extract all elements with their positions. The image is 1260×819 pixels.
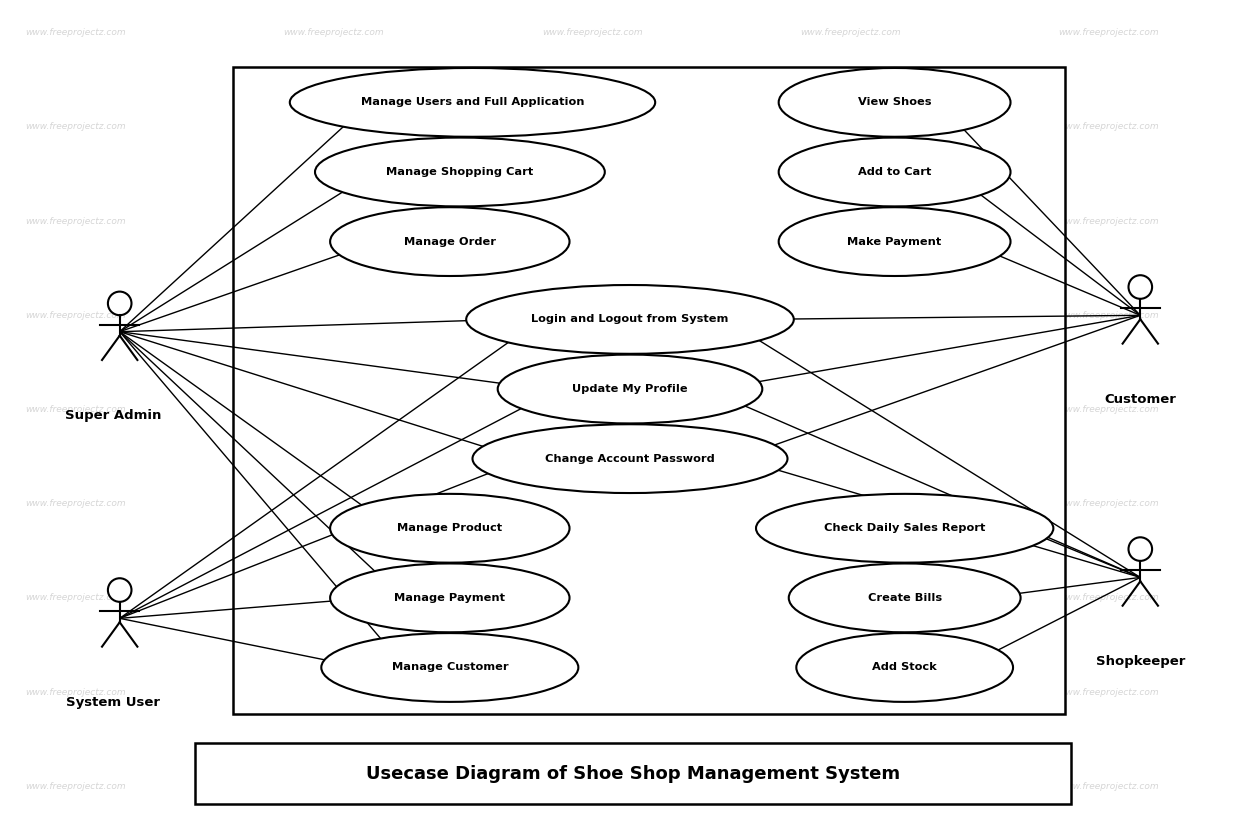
Text: www.freeprojectz.com: www.freeprojectz.com: [542, 594, 643, 602]
Ellipse shape: [330, 563, 570, 632]
Ellipse shape: [796, 633, 1013, 702]
Text: www.freeprojectz.com: www.freeprojectz.com: [284, 217, 384, 225]
Bar: [233, 67, 1065, 714]
Text: www.freeprojectz.com: www.freeprojectz.com: [542, 500, 643, 508]
Bar: [195, 743, 1071, 804]
Text: www.freeprojectz.com: www.freeprojectz.com: [25, 311, 126, 319]
Text: www.freeprojectz.com: www.freeprojectz.com: [284, 311, 384, 319]
Text: www.freeprojectz.com: www.freeprojectz.com: [542, 688, 643, 696]
Ellipse shape: [1129, 537, 1152, 561]
Text: Super Admin: Super Admin: [66, 410, 161, 423]
Text: Add to Cart: Add to Cart: [858, 167, 931, 177]
Ellipse shape: [330, 207, 570, 276]
Text: www.freeprojectz.com: www.freeprojectz.com: [25, 123, 126, 131]
Text: Usecase Diagram of Shoe Shop Management System: Usecase Diagram of Shoe Shop Management …: [367, 765, 900, 782]
Text: www.freeprojectz.com: www.freeprojectz.com: [800, 311, 901, 319]
Text: www.freeprojectz.com: www.freeprojectz.com: [542, 405, 643, 414]
Ellipse shape: [498, 355, 762, 423]
Text: Check Daily Sales Report: Check Daily Sales Report: [824, 523, 985, 533]
Text: Create Bills: Create Bills: [868, 593, 941, 603]
Text: www.freeprojectz.com: www.freeprojectz.com: [25, 688, 126, 696]
Text: www.freeprojectz.com: www.freeprojectz.com: [25, 500, 126, 508]
Ellipse shape: [466, 285, 794, 354]
Text: Login and Logout from System: Login and Logout from System: [532, 314, 728, 324]
Text: www.freeprojectz.com: www.freeprojectz.com: [542, 782, 643, 790]
Ellipse shape: [330, 494, 570, 563]
Text: System User: System User: [67, 696, 160, 709]
Ellipse shape: [789, 563, 1021, 632]
Text: www.freeprojectz.com: www.freeprojectz.com: [284, 123, 384, 131]
Ellipse shape: [108, 292, 131, 315]
Text: www.freeprojectz.com: www.freeprojectz.com: [1058, 29, 1159, 37]
Text: www.freeprojectz.com: www.freeprojectz.com: [284, 782, 384, 790]
Text: www.freeprojectz.com: www.freeprojectz.com: [800, 405, 901, 414]
Text: www.freeprojectz.com: www.freeprojectz.com: [284, 594, 384, 602]
Text: www.freeprojectz.com: www.freeprojectz.com: [542, 123, 643, 131]
Text: www.freeprojectz.com: www.freeprojectz.com: [800, 594, 901, 602]
Text: Manage Product: Manage Product: [397, 523, 503, 533]
Ellipse shape: [779, 207, 1011, 276]
Text: www.freeprojectz.com: www.freeprojectz.com: [25, 405, 126, 414]
Text: www.freeprojectz.com: www.freeprojectz.com: [1058, 311, 1159, 319]
Text: www.freeprojectz.com: www.freeprojectz.com: [542, 311, 643, 319]
Text: Manage Shopping Cart: Manage Shopping Cart: [387, 167, 533, 177]
Text: www.freeprojectz.com: www.freeprojectz.com: [25, 782, 126, 790]
Text: www.freeprojectz.com: www.freeprojectz.com: [1058, 688, 1159, 696]
Text: www.freeprojectz.com: www.freeprojectz.com: [284, 688, 384, 696]
Ellipse shape: [108, 578, 131, 602]
Ellipse shape: [779, 138, 1011, 206]
Text: www.freeprojectz.com: www.freeprojectz.com: [1058, 123, 1159, 131]
Text: www.freeprojectz.com: www.freeprojectz.com: [284, 500, 384, 508]
Text: www.freeprojectz.com: www.freeprojectz.com: [800, 782, 901, 790]
Text: www.freeprojectz.com: www.freeprojectz.com: [800, 688, 901, 696]
Ellipse shape: [756, 494, 1053, 563]
Text: View Shoes: View Shoes: [858, 97, 931, 107]
Text: www.freeprojectz.com: www.freeprojectz.com: [25, 29, 126, 37]
Text: www.freeprojectz.com: www.freeprojectz.com: [800, 217, 901, 225]
Text: Manage Users and Full Application: Manage Users and Full Application: [360, 97, 585, 107]
Text: www.freeprojectz.com: www.freeprojectz.com: [1058, 782, 1159, 790]
Text: Customer: Customer: [1104, 393, 1177, 406]
Text: www.freeprojectz.com: www.freeprojectz.com: [1058, 594, 1159, 602]
Ellipse shape: [779, 68, 1011, 137]
Ellipse shape: [290, 68, 655, 137]
Text: www.freeprojectz.com: www.freeprojectz.com: [284, 405, 384, 414]
Text: Update My Profile: Update My Profile: [572, 384, 688, 394]
Text: www.freeprojectz.com: www.freeprojectz.com: [800, 123, 901, 131]
Text: Shopkeeper: Shopkeeper: [1096, 655, 1184, 668]
Text: www.freeprojectz.com: www.freeprojectz.com: [25, 594, 126, 602]
Ellipse shape: [1129, 275, 1152, 299]
Text: Manage Payment: Manage Payment: [394, 593, 505, 603]
Text: Add Stock: Add Stock: [872, 663, 937, 672]
Text: www.freeprojectz.com: www.freeprojectz.com: [25, 217, 126, 225]
Text: www.freeprojectz.com: www.freeprojectz.com: [1058, 500, 1159, 508]
Text: Change Account Password: Change Account Password: [546, 454, 714, 464]
Ellipse shape: [472, 424, 788, 493]
Text: Manage Order: Manage Order: [403, 237, 496, 247]
Text: www.freeprojectz.com: www.freeprojectz.com: [1058, 217, 1159, 225]
Text: www.freeprojectz.com: www.freeprojectz.com: [542, 217, 643, 225]
Ellipse shape: [315, 138, 605, 206]
Text: www.freeprojectz.com: www.freeprojectz.com: [800, 500, 901, 508]
Text: Make Payment: Make Payment: [848, 237, 941, 247]
Text: www.freeprojectz.com: www.freeprojectz.com: [1058, 405, 1159, 414]
Text: www.freeprojectz.com: www.freeprojectz.com: [542, 29, 643, 37]
Text: www.freeprojectz.com: www.freeprojectz.com: [284, 29, 384, 37]
Text: www.freeprojectz.com: www.freeprojectz.com: [800, 29, 901, 37]
Ellipse shape: [321, 633, 578, 702]
Text: Manage Customer: Manage Customer: [392, 663, 508, 672]
